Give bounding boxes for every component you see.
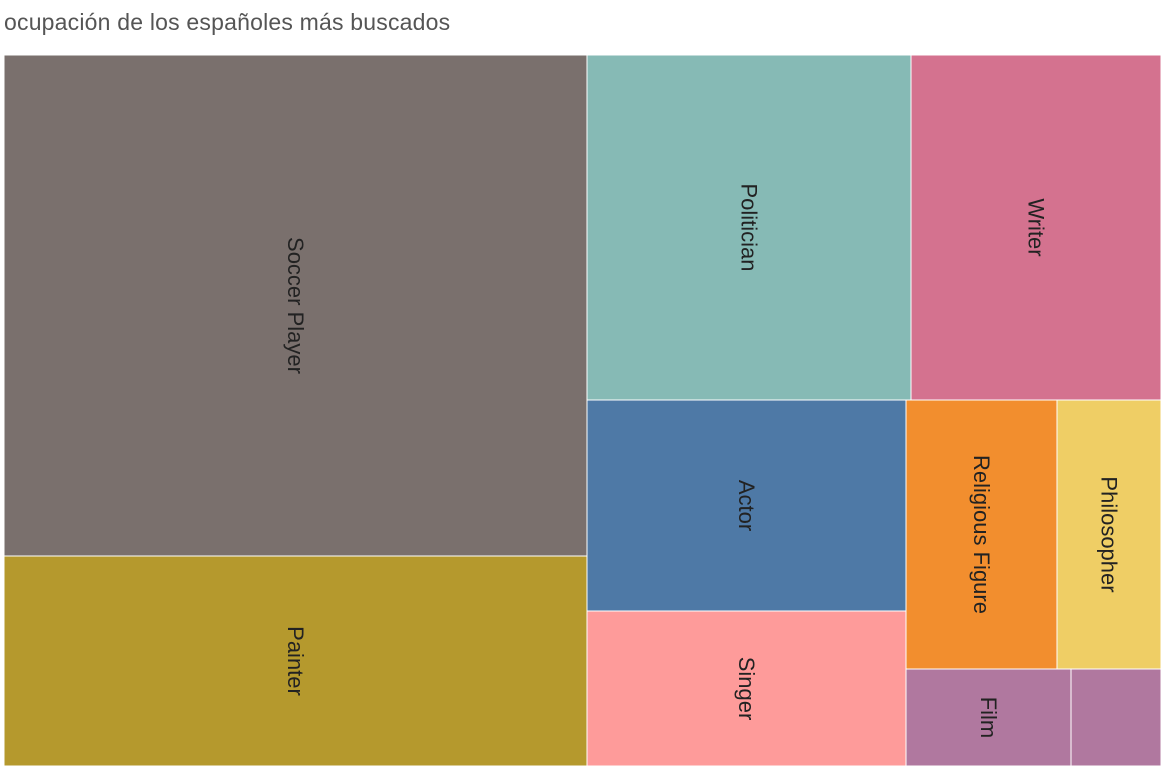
tile-painter[interactable]: [3, 555, 588, 767]
tile-actor[interactable]: [586, 399, 907, 612]
tile-label-writer: Writer: [1024, 198, 1049, 256]
tile-religious-figure[interactable]: [905, 399, 1058, 670]
tile-singer[interactable]: [586, 610, 907, 767]
tile-label-philosopher: Philosopher: [1097, 476, 1122, 592]
tile-label-actor: Actor: [734, 480, 759, 531]
tile-unlabeled[interactable]: [1070, 668, 1162, 767]
tile-film[interactable]: [905, 668, 1072, 767]
tile-label-politician: Politician: [737, 183, 762, 271]
tile-label-film: Film: [976, 697, 1001, 739]
tile-philosopher[interactable]: [1056, 399, 1162, 670]
tile-label-singer: Singer: [734, 657, 759, 721]
tile-label-religious-figure: Religious Figure: [969, 455, 994, 614]
tile-writer[interactable]: [910, 54, 1162, 401]
tile-label-painter: Painter: [283, 626, 308, 696]
tile-soccer-player[interactable]: [3, 54, 588, 557]
tile-politician[interactable]: [586, 54, 912, 401]
tile-label-soccer-player: Soccer Player: [283, 237, 308, 374]
chart-title: ocupación de los españoles más buscados: [4, 9, 451, 35]
